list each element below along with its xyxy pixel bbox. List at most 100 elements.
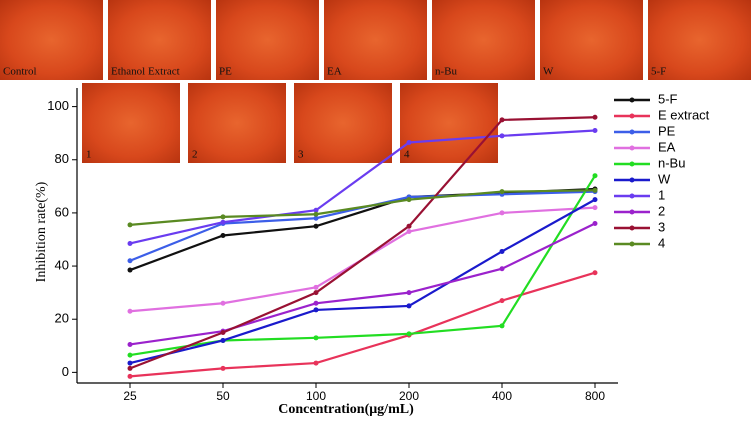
micrograph (540, 0, 643, 80)
legend-marker (629, 209, 635, 215)
data-point (406, 223, 412, 229)
data-point (406, 331, 412, 337)
legend-marker (629, 113, 635, 119)
data-point (406, 229, 412, 235)
data-point (592, 128, 598, 134)
data-point (406, 197, 412, 203)
data-point (592, 270, 598, 276)
data-point (499, 133, 505, 139)
micrograph (324, 0, 427, 80)
micrograph (648, 0, 751, 80)
data-point (406, 303, 412, 309)
data-point (313, 284, 319, 290)
data-point (592, 173, 598, 179)
legend-label: 3 (658, 219, 665, 234)
series-line (129, 198, 596, 365)
data-point (313, 300, 319, 306)
legend-label: W (658, 171, 671, 186)
data-point (220, 219, 226, 225)
data-point (127, 352, 133, 358)
x-tick-label: 50 (216, 389, 230, 403)
legend-label: n-Bu (658, 155, 685, 170)
micrograph (432, 0, 535, 80)
data-point (313, 215, 319, 221)
inset-label: 1 (86, 149, 92, 161)
data-point (313, 307, 319, 313)
data-point (313, 360, 319, 366)
micrograph-label: 5-F (651, 66, 666, 78)
x-tick-label: 200 (399, 389, 419, 403)
data-point (313, 207, 319, 213)
data-point (127, 365, 133, 371)
inset-label: 3 (298, 149, 304, 161)
data-point (592, 221, 598, 227)
y-tick-label: 20 (55, 311, 69, 326)
data-point (313, 290, 319, 296)
data-point (127, 373, 133, 379)
x-axis-label: Concentration(μg/mL) (278, 402, 414, 417)
data-point (499, 189, 505, 195)
inset-micrograph (82, 83, 180, 163)
data-point (220, 300, 226, 306)
x-tick-label: 400 (492, 389, 512, 403)
data-point (313, 211, 319, 217)
data-point (220, 365, 226, 371)
legend-label: 4 (658, 235, 665, 250)
legend-marker (629, 177, 635, 183)
inset-label: 2 (192, 149, 198, 161)
legend-label: 5-F (658, 91, 678, 106)
micrograph-label: Ethanol Extract (111, 66, 180, 78)
y-axis-label: Inhibition rate(%) (34, 181, 49, 282)
data-point (499, 210, 505, 216)
data-point (592, 205, 598, 211)
data-point (313, 223, 319, 229)
legend-marker (629, 225, 635, 231)
data-point (127, 341, 133, 347)
data-point (499, 266, 505, 272)
inset-micrograph (294, 83, 392, 163)
data-point (499, 117, 505, 123)
data-point (406, 290, 412, 296)
data-point (127, 240, 133, 246)
series-line (129, 190, 596, 262)
series-line (129, 271, 596, 378)
legend-label: 1 (658, 187, 665, 202)
legend-marker (629, 161, 635, 167)
legend-marker (629, 97, 635, 103)
data-point (499, 298, 505, 304)
series-line (129, 175, 596, 357)
data-point (313, 335, 319, 341)
series-line (129, 116, 596, 370)
micrograph-label: Control (3, 66, 37, 78)
legend-marker (629, 129, 635, 135)
data-point (592, 197, 598, 203)
data-point (127, 308, 133, 314)
data-point (499, 248, 505, 254)
series-line (129, 189, 596, 226)
micrograph (0, 0, 103, 80)
legend-label: PE (658, 123, 676, 138)
micrograph (108, 0, 211, 80)
data-point (127, 267, 133, 273)
legend-label: E extract (658, 107, 710, 122)
inset-micrograph (188, 83, 286, 163)
data-point (592, 114, 598, 120)
data-point (220, 233, 226, 238)
y-tick-label: 60 (55, 204, 69, 219)
legend-marker (629, 145, 635, 151)
data-point (220, 214, 226, 220)
data-point (220, 330, 226, 336)
micrograph-label: PE (219, 66, 232, 78)
data-point (127, 360, 133, 366)
legend-label: EA (658, 139, 676, 154)
legend-label: 2 (658, 203, 665, 218)
data-point (220, 337, 226, 343)
micrograph (216, 0, 319, 80)
x-tick-label: 800 (585, 389, 605, 403)
y-tick-label: 40 (55, 258, 69, 273)
data-point (592, 187, 598, 193)
micrograph-label: W (543, 66, 554, 78)
data-point (499, 323, 505, 329)
y-tick-label: 100 (47, 98, 69, 113)
